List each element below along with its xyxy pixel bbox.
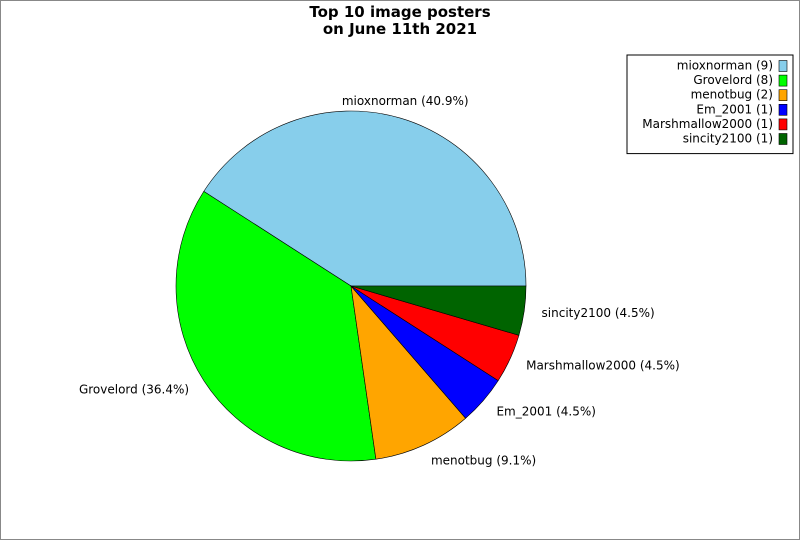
legend-label: Marshmallow2000 (1) [642,117,773,131]
legend-label: Grovelord (8) [693,73,773,87]
pie-slice [175,190,377,462]
slice-label: Em_2001 (4.5%) [496,405,595,419]
legend-swatch [778,74,788,87]
chart-title: Top 10 image posters on June 11th 2021 [309,3,491,38]
slice-label: sincity2100 (4.5%) [542,306,655,320]
legend-label: sincity2100 (1) [683,132,773,146]
slice-label: mioxnorman (40.9%) [342,94,469,108]
legend-swatch [778,133,788,145]
legend-swatch [778,60,788,72]
legend-swatch [778,118,788,131]
pie-slice [350,285,527,336]
legend-label: menotbug (2) [691,88,773,102]
legend-box [626,54,794,155]
legend-label: mioxnorman (9) [677,59,773,73]
pie-slice [350,285,467,460]
legend-swatch [778,89,788,101]
slice-label: Marshmallow2000 (4.5%) [526,358,680,372]
slice-label: menotbug (9.1%) [431,454,536,468]
pie-slice [203,110,527,287]
slice-label: Grovelord (36.4%) [79,383,189,397]
legend-swatch [778,104,788,116]
legend-label: Em_2001 (1) [696,102,773,116]
